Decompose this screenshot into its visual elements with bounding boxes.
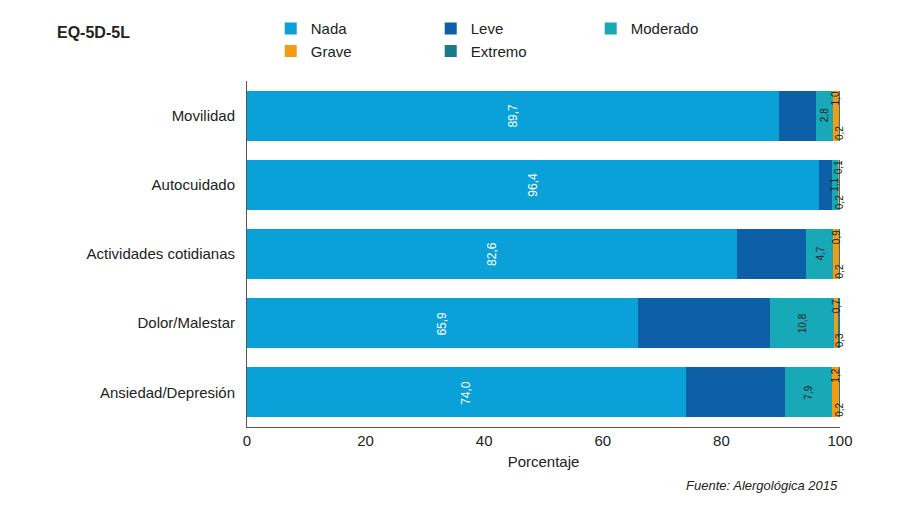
- svg-text:0,1: 0,1: [833, 160, 844, 174]
- svg-text:0,3: 0,3: [834, 333, 845, 347]
- svg-text:1,0: 1,0: [830, 91, 841, 105]
- svg-text:1,2: 1,2: [830, 368, 841, 382]
- svg-text:1,1: 1,1: [829, 177, 840, 191]
- svg-text:89,7: 89,7: [506, 104, 520, 128]
- svg-text:80: 80: [713, 432, 730, 449]
- svg-text:2,8: 2,8: [819, 108, 830, 122]
- svg-text:0,2: 0,2: [834, 195, 845, 209]
- svg-text:Nada: Nada: [311, 20, 348, 37]
- svg-text:Ansiedad/Depresión: Ansiedad/Depresión: [100, 384, 235, 401]
- svg-text:0,2: 0,2: [834, 264, 845, 278]
- svg-text:74,0: 74,0: [459, 381, 473, 405]
- svg-text:0,9: 0,9: [831, 230, 842, 244]
- svg-text:Grave: Grave: [311, 43, 352, 60]
- svg-text:65,9: 65,9: [435, 312, 449, 336]
- svg-text:100: 100: [827, 432, 852, 449]
- svg-text:EQ-5D-5L: EQ-5D-5L: [57, 24, 130, 41]
- svg-text:96,4: 96,4: [526, 173, 540, 197]
- svg-text:Moderado: Moderado: [631, 20, 699, 37]
- svg-text:Fuente: Alergológica 2015: Fuente: Alergológica 2015: [686, 478, 838, 493]
- svg-text:Autocuidado: Autocuidado: [152, 176, 235, 193]
- svg-text:60: 60: [594, 432, 611, 449]
- svg-text:0,7: 0,7: [831, 299, 842, 313]
- svg-text:Dolor/Malestar: Dolor/Malestar: [137, 314, 235, 331]
- svg-text:10,8: 10,8: [797, 313, 808, 333]
- svg-text:Actividades cotidianas: Actividades cotidianas: [87, 245, 235, 262]
- svg-text:7,9: 7,9: [803, 385, 814, 399]
- svg-text:0,2: 0,2: [834, 126, 845, 140]
- svg-text:20: 20: [357, 432, 374, 449]
- svg-text:Extremo: Extremo: [471, 43, 527, 60]
- svg-text:4,7: 4,7: [815, 246, 826, 260]
- svg-text:0,2: 0,2: [834, 402, 845, 416]
- svg-text:Leve: Leve: [471, 20, 504, 37]
- svg-text:82,6: 82,6: [485, 242, 499, 266]
- svg-text:0: 0: [243, 432, 251, 449]
- svg-text:Movilidad: Movilidad: [172, 107, 235, 124]
- svg-text:40: 40: [476, 432, 493, 449]
- svg-text:Porcentaje: Porcentaje: [508, 453, 580, 470]
